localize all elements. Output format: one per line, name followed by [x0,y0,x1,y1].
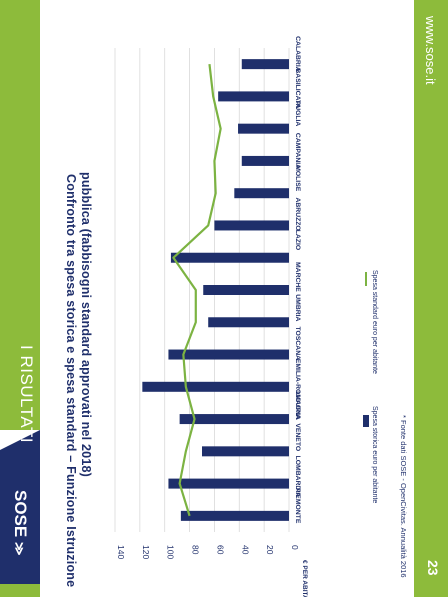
bar [234,188,289,199]
category-label: LAZIO [294,230,301,250]
y-tick-label: 0 [290,545,300,550]
category-label: VENETO [294,423,301,451]
right-accent-band [414,0,448,597]
bar [168,349,289,360]
bar [202,446,289,457]
bar [214,220,289,231]
bar [241,59,289,70]
y-tick-label: 140 [116,545,126,559]
bar [179,414,289,425]
category-label: LOMBARDIA [294,456,301,498]
category-label: CALABRIA [294,36,301,72]
logo-panel [0,430,40,584]
category-label: EMILIA-ROMAGNA [294,359,301,420]
bar [142,381,289,392]
bar [203,285,289,295]
bar [241,155,289,166]
category-label: MARCHE [294,262,301,292]
category-label: ABRUZZO [294,197,301,230]
bar [168,478,289,489]
y-tick-label: 120 [141,545,151,559]
category-label: MOLISE [294,165,301,192]
line-series [172,64,222,517]
category-label: CAMPANIA [294,133,301,169]
bar [218,91,289,102]
bar [208,317,289,328]
category-label: PIEMONTE [294,488,301,524]
y-axis-title: € PER ABITANTE [301,560,308,597]
legend-label-line: Spesa standard euro per abitante [371,270,378,374]
y-tick-label: 80 [191,545,201,555]
category-label: LIGURIA [294,391,301,419]
y-tick-label: 100 [166,545,176,559]
logo-chevron-shape [0,430,40,450]
y-tick-label: 40 [240,545,250,555]
legend-label-bar: Spesa storica euro per abitante [371,406,378,503]
y-tick-label: 20 [265,545,275,555]
category-label: TOSCANA [294,327,301,361]
legend-swatch-bar [363,415,369,427]
category-label: PUGLIA [294,101,301,127]
bar [180,510,289,521]
category-label: UMBRIA [294,294,301,321]
bar [238,123,289,134]
category-label: BASILICATA [294,68,301,108]
y-tick-label: 60 [215,545,225,555]
bar [170,252,289,263]
